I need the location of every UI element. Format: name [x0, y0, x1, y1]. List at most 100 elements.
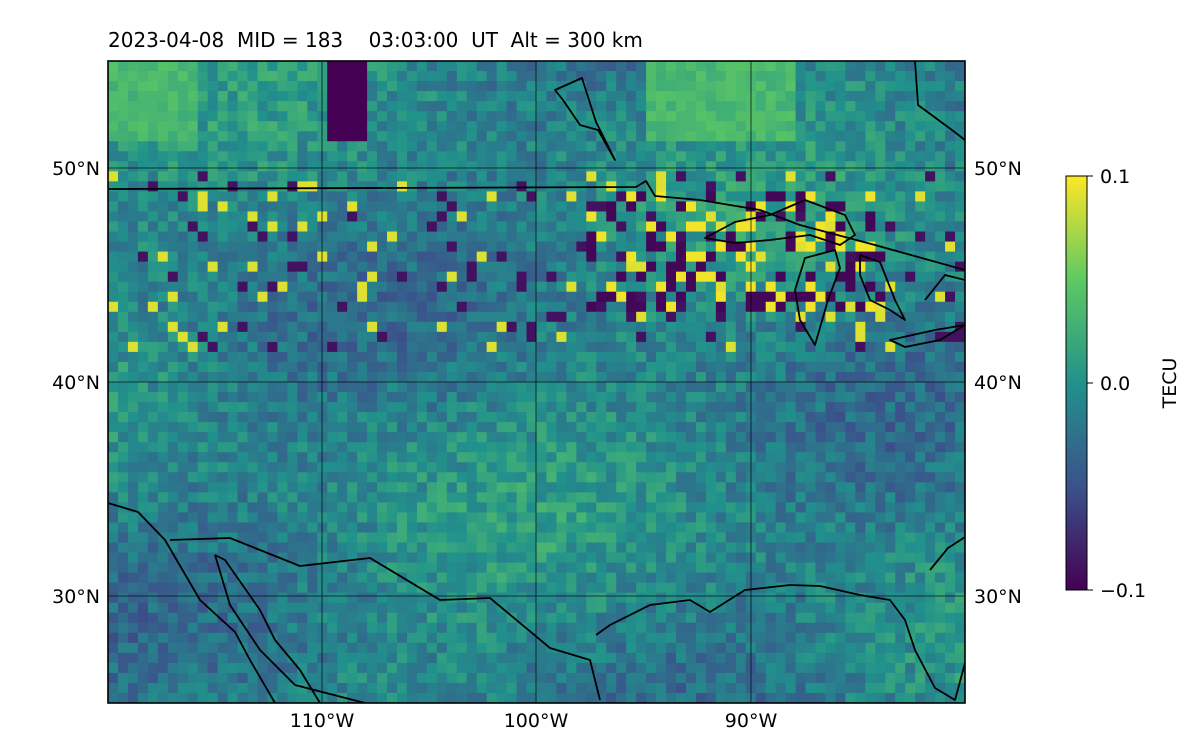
heatmap-cell	[835, 452, 847, 463]
heatmap-cell	[795, 251, 807, 263]
heatmap-cell	[815, 81, 827, 92]
heatmap-cell	[257, 221, 269, 233]
heatmap-cell	[915, 231, 926, 243]
heatmap-cell	[935, 161, 946, 172]
heatmap-cell	[925, 412, 936, 423]
heatmap-cell	[835, 211, 847, 223]
heatmap-cell	[307, 281, 318, 293]
heatmap-cell	[596, 101, 607, 112]
heatmap-cell	[875, 221, 886, 233]
heatmap-cell	[177, 221, 189, 233]
heatmap-cell	[945, 301, 956, 313]
heatmap-cell	[915, 81, 926, 92]
heatmap-cell	[905, 61, 916, 72]
heatmap-cell	[526, 171, 538, 182]
heatmap-cell	[516, 301, 528, 313]
heatmap-cell	[536, 131, 548, 142]
heatmap-cell	[616, 502, 627, 514]
heatmap-cell	[935, 251, 946, 263]
heatmap-cell	[905, 261, 916, 273]
heatmap-cell	[556, 351, 567, 363]
heatmap-cell	[566, 532, 577, 544]
heatmap-cell	[596, 422, 607, 433]
heatmap-cell	[297, 532, 308, 544]
heatmap-cell	[446, 341, 458, 353]
heatmap-cell	[695, 321, 707, 333]
heatmap-cell	[287, 572, 298, 584]
heatmap-cell	[755, 251, 767, 263]
heatmap-cell	[676, 402, 687, 413]
heatmap-cell	[636, 351, 647, 363]
heatmap-cell	[905, 361, 916, 373]
heatmap-cell	[795, 101, 807, 112]
heatmap-cell	[416, 592, 428, 604]
heatmap-cell	[656, 602, 667, 614]
heatmap-cell	[905, 281, 916, 293]
heatmap-cell	[935, 532, 946, 544]
heatmap-cell	[556, 592, 567, 604]
heatmap-cell	[257, 61, 269, 72]
heatmap-cell	[895, 181, 906, 193]
heatmap-cell	[496, 552, 508, 564]
heatmap-cell	[357, 101, 368, 112]
heatmap-cell	[347, 301, 358, 313]
heatmap-cell	[955, 582, 965, 594]
heatmap-cell	[715, 211, 727, 223]
heatmap-cell	[496, 412, 508, 423]
heatmap-cell	[456, 622, 468, 634]
heatmap-cell	[257, 572, 269, 584]
heatmap-cell	[895, 191, 906, 203]
heatmap-cell	[835, 321, 847, 333]
heatmap-cell	[546, 301, 558, 313]
heatmap-cell	[835, 181, 847, 193]
heatmap-cell	[735, 382, 747, 393]
heatmap-cell	[626, 281, 637, 293]
heatmap-cell	[476, 291, 488, 303]
heatmap-cell	[835, 241, 847, 253]
heatmap-cell	[257, 361, 269, 373]
heatmap-cell	[207, 291, 219, 303]
heatmap-cell	[486, 382, 498, 393]
heatmap-cell	[536, 502, 548, 514]
heatmap-cell	[566, 361, 577, 373]
heatmap-cell	[157, 251, 169, 263]
heatmap-cell	[516, 482, 528, 493]
heatmap-cell	[227, 111, 239, 122]
heatmap-cell	[117, 522, 129, 534]
heatmap-cell	[117, 241, 129, 253]
heatmap-cell	[396, 472, 408, 483]
heatmap-cell	[895, 592, 906, 604]
heatmap-cell	[416, 251, 428, 263]
heatmap-cell	[576, 291, 587, 303]
heatmap-cell	[207, 552, 219, 564]
heatmap-cell	[177, 382, 189, 393]
heatmap-cell	[596, 452, 607, 463]
heatmap-cell	[257, 131, 269, 142]
heatmap-cell	[426, 241, 438, 253]
heatmap-cell	[855, 81, 866, 92]
heatmap-cell	[317, 211, 328, 223]
heatmap-cell	[805, 542, 817, 554]
heatmap-cell	[476, 91, 488, 102]
heatmap-cell	[835, 331, 847, 343]
heatmap-cell	[137, 552, 149, 564]
heatmap-cell	[705, 211, 717, 223]
heatmap-cell	[207, 452, 219, 463]
heatmap-cell	[187, 311, 199, 323]
heatmap-cell	[237, 371, 249, 383]
heatmap-cell	[765, 111, 777, 122]
heatmap-cell	[117, 371, 129, 383]
heatmap-cell	[496, 422, 508, 433]
heatmap-cell	[725, 231, 737, 243]
heatmap-cell	[955, 81, 965, 92]
heatmap-cell	[905, 512, 916, 524]
heatmap-cell	[347, 261, 358, 273]
heatmap-cell	[207, 392, 219, 403]
heatmap-cell	[775, 131, 787, 142]
heatmap-cell	[765, 191, 777, 203]
heatmap-cell	[287, 251, 298, 263]
heatmap-cell	[845, 612, 856, 624]
heatmap-cell	[307, 402, 318, 413]
heatmap-cell	[207, 542, 219, 554]
heatmap-cell	[127, 211, 139, 223]
